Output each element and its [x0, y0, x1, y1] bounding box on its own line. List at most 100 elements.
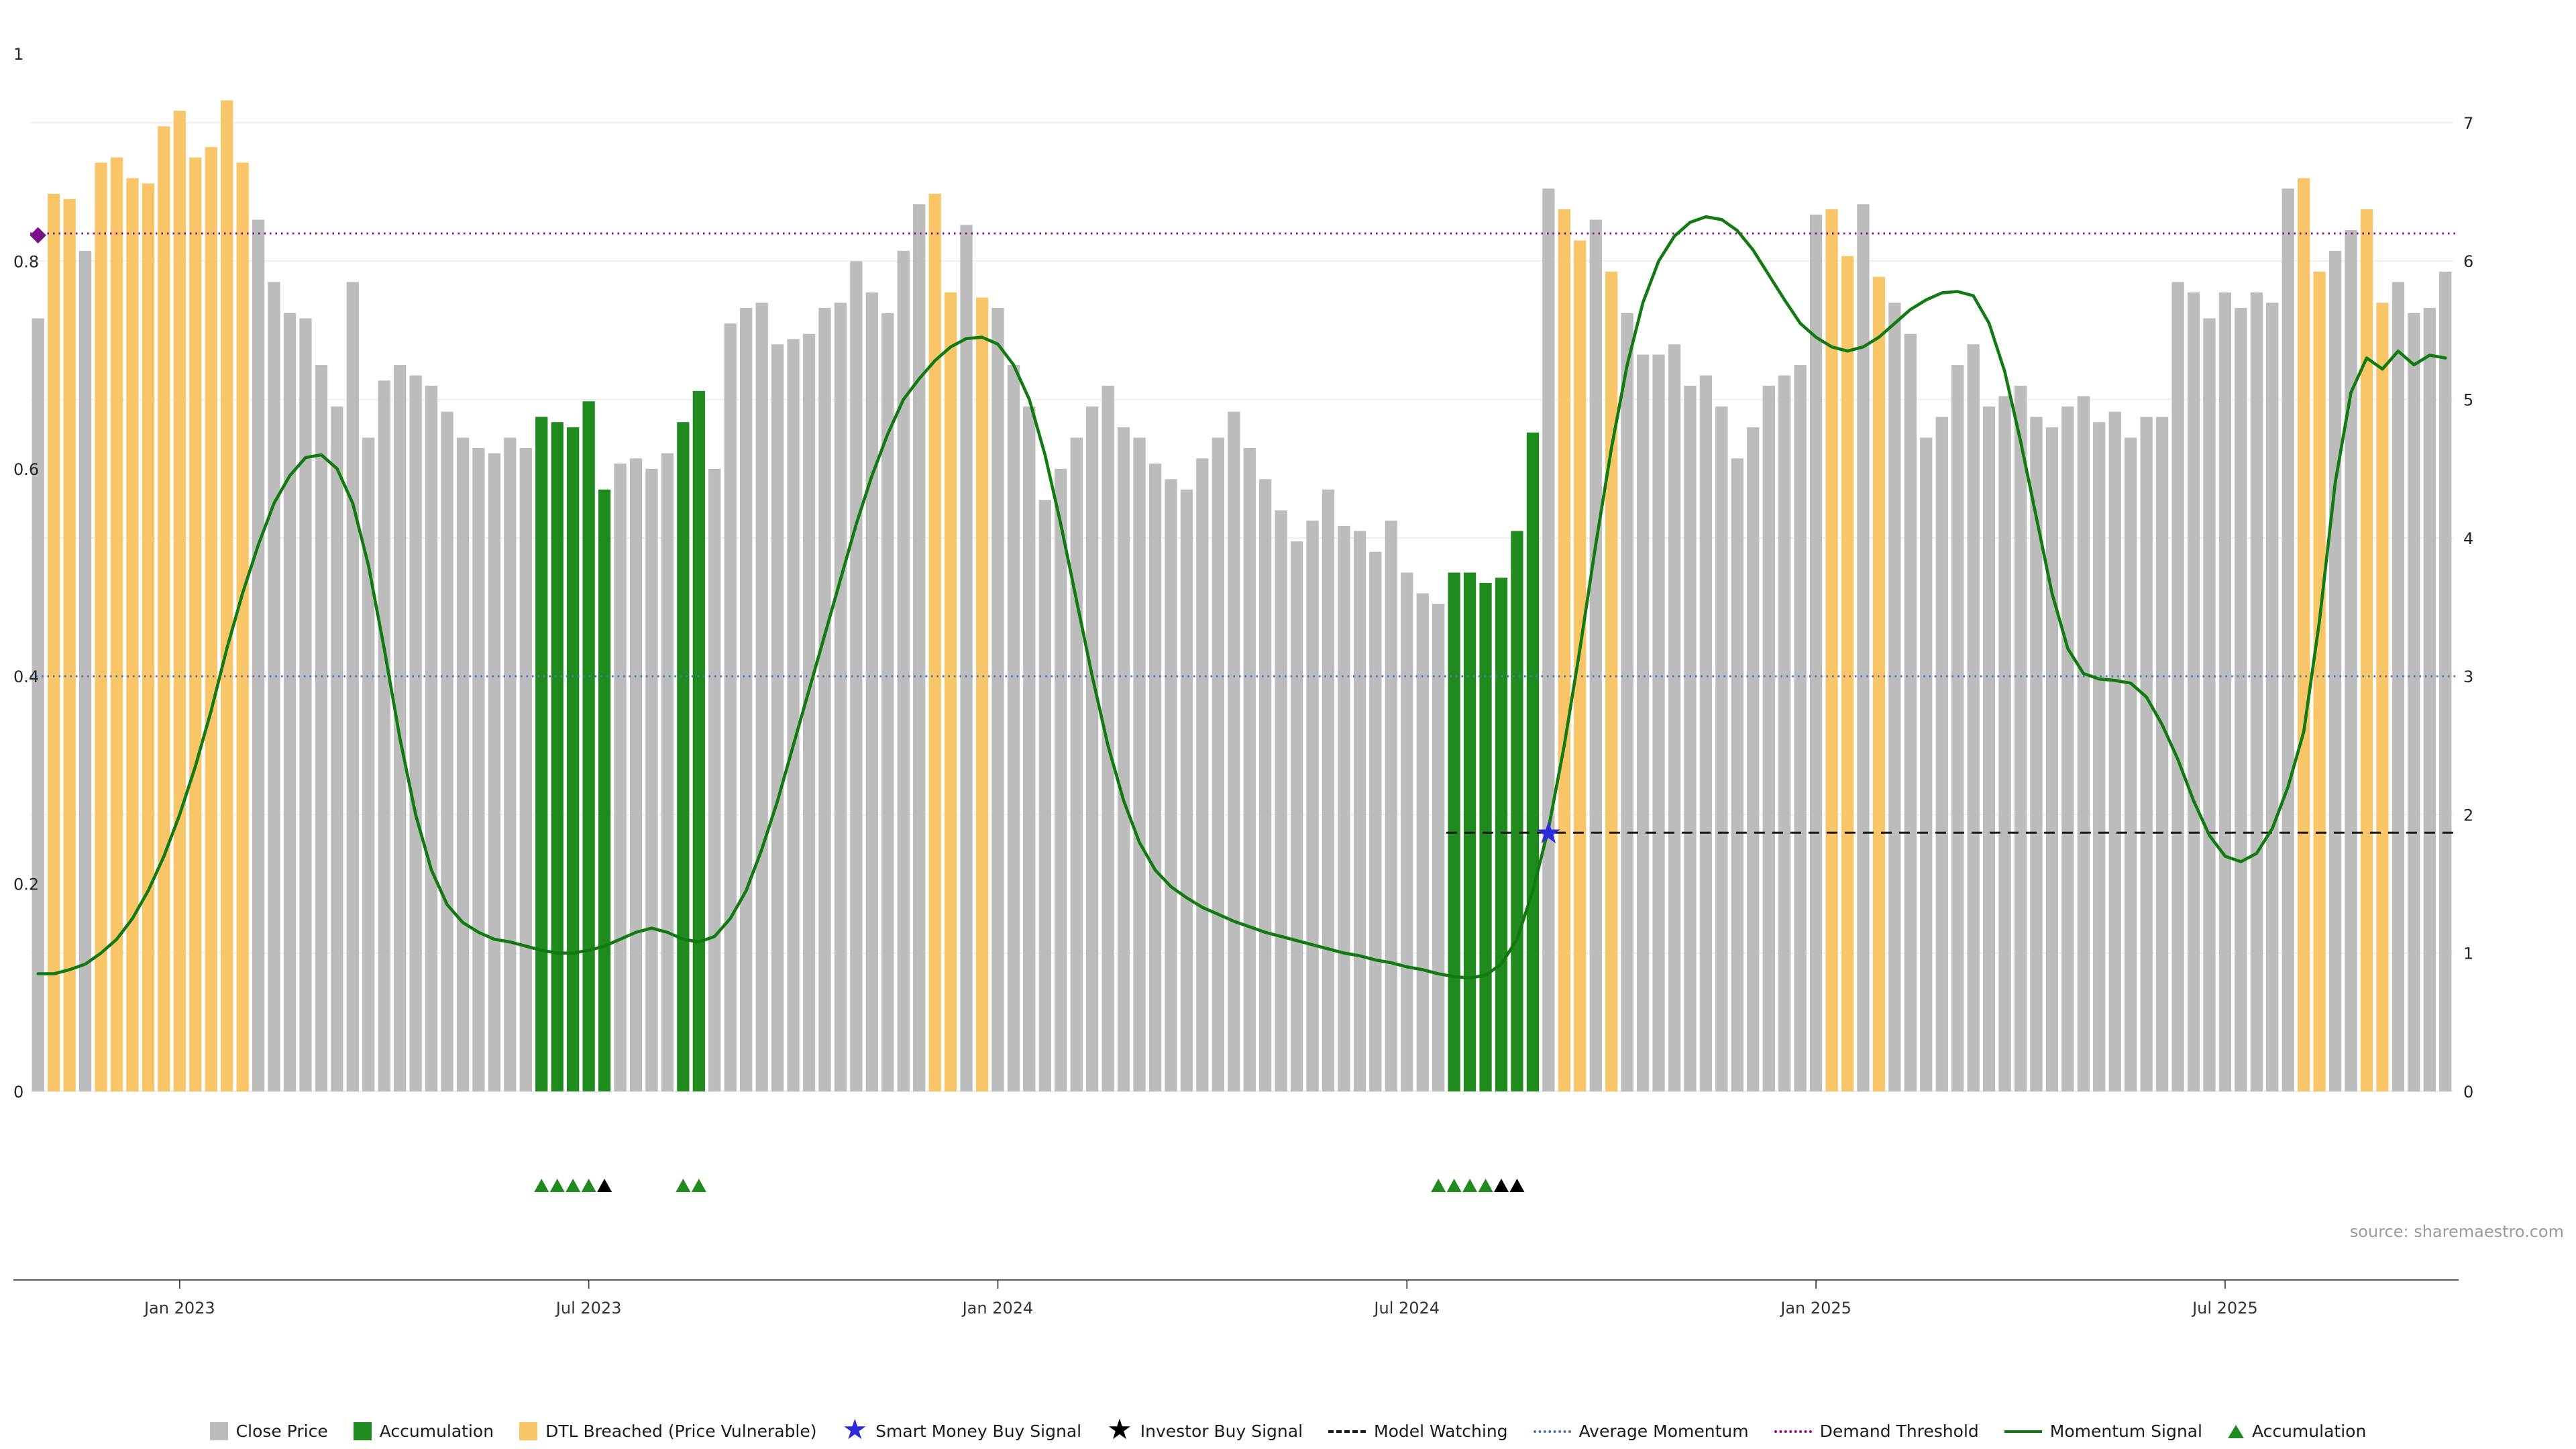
dtl-breached-bar [142, 183, 155, 1091]
left-axis-tick-label: 0.6 [13, 460, 39, 479]
right-axis-tick-label: 1 [2463, 945, 2473, 963]
close-price-bar [960, 225, 973, 1091]
dtl-breached-bar [126, 178, 139, 1092]
dtl-breached-bar [2360, 209, 2373, 1091]
close-price-bar [2423, 308, 2436, 1091]
close-price-bar [1007, 365, 1020, 1091]
close-price-bar [1684, 386, 1697, 1091]
close-price-bar [2140, 417, 2153, 1091]
legend-label: DTL Breached (Price Vulnerable) [545, 1421, 817, 1441]
close-price-bar [1794, 365, 1807, 1091]
accumulation-bar [535, 417, 548, 1091]
close-price-bar [378, 380, 390, 1091]
close-price-bar [1589, 219, 1602, 1091]
close-price-bar [456, 437, 470, 1091]
right-axis: 0 1 2 3 4 5 6 7 [2463, 114, 2473, 1102]
close-price-bar [2077, 396, 2090, 1091]
accumulation-triangle-marker [566, 1179, 581, 1192]
close-price-bar [1416, 593, 1429, 1091]
close-price-bar [78, 250, 92, 1091]
dtl-breached-bar [189, 157, 202, 1092]
close-price-bar [2061, 407, 2074, 1091]
demand-threshold-dots-icon [1774, 1430, 1812, 1433]
close-price-bar [865, 292, 878, 1091]
legend-label: Accumulation [2251, 1421, 2367, 1441]
legend-label: Accumulation [379, 1421, 494, 1441]
close-price-bar [1401, 572, 1413, 1091]
chart-legend: Close Price Accumulation DTL Breached (Pri… [0, 1413, 2576, 1446]
legend-label: Smart Money Buy Signal [875, 1421, 1082, 1441]
reference-lines [30, 232, 2457, 834]
close-price-bar [2171, 282, 2184, 1091]
legend-label: Average Momentum [1578, 1421, 1749, 1441]
close-price-bar [2439, 271, 2452, 1091]
close-price-bar [629, 458, 643, 1091]
legend-label: Close Price [235, 1421, 328, 1441]
legend-label: Investor Buy Signal [1140, 1421, 1303, 1441]
accumulation-triangle-marker [581, 1179, 596, 1192]
close-price-bar [1117, 427, 1130, 1091]
close-price-bar [708, 468, 721, 1091]
dtl-breached-bar [944, 292, 957, 1091]
smart-money-star-marker: ★ [1535, 814, 1562, 851]
close-price-bar [2187, 292, 2200, 1091]
investor-star-icon: ★ [1107, 1413, 1132, 1446]
close-price-bar [409, 375, 422, 1091]
close-price-bar [1322, 489, 1335, 1091]
close-price-bar [1023, 407, 1036, 1091]
close-price-bar [283, 313, 297, 1092]
close-price-bar [1778, 375, 1791, 1091]
accumulation-bar [598, 489, 611, 1091]
close-price-bar [2125, 437, 2137, 1091]
x-axis-tick-label: Jan 2024 [961, 1299, 1034, 1318]
dtl-breached-swatch-icon [519, 1422, 538, 1440]
close-price-bar [519, 447, 532, 1091]
left-axis-tick-label: 0.4 [13, 667, 39, 686]
dtl-breached-bar [173, 111, 186, 1092]
legend-item: ★ Smart Money Buy Signal [843, 1415, 1082, 1444]
x-axis-tick-label: Jul 2023 [555, 1299, 622, 1318]
close-price-bar [488, 453, 501, 1091]
close-price-bar [614, 464, 627, 1091]
close-price-bar [1259, 479, 1272, 1091]
close-price-bar [1652, 354, 1665, 1091]
close-price-bar [1731, 458, 1743, 1091]
close-price-bar [2108, 411, 2121, 1091]
close-price-bar [425, 386, 438, 1091]
close-price-bar [362, 437, 375, 1091]
close-price-bar [1275, 510, 1287, 1091]
price-bars [32, 100, 2452, 1092]
close-price-bar [1432, 603, 1445, 1091]
right-axis-tick-label: 6 [2463, 252, 2473, 271]
accumulation-bar [1526, 432, 1540, 1091]
close-price-bar [2392, 282, 2405, 1091]
close-price-bar [2345, 230, 2357, 1091]
close-price-bar [1621, 313, 1633, 1092]
dtl-breached-bar [110, 157, 123, 1092]
close-price-bar [1699, 375, 1713, 1091]
dtl-breached-bar [1872, 276, 1886, 1092]
dtl-breached-bar [63, 199, 76, 1092]
close-price-bar [787, 339, 800, 1091]
close-price-bar [2250, 292, 2263, 1091]
close-price-bar [1196, 458, 1209, 1091]
dtl-breached-bar [48, 193, 60, 1091]
close-price-bar [1888, 303, 1901, 1091]
dtl-breached-bar [2376, 303, 2389, 1091]
close-price-bar [881, 313, 894, 1092]
close-price-bar [2235, 308, 2247, 1091]
accumulation-triangle-marker [549, 1179, 565, 1192]
close-price-bar [2328, 250, 2342, 1091]
close-price-bar [346, 282, 359, 1091]
accumulation-triangle-marker [1478, 1179, 1493, 1192]
close-price-bar [1385, 521, 1397, 1091]
legend-item: ★ Investor Buy Signal [1107, 1413, 1303, 1446]
close-price-bar [755, 303, 768, 1091]
close-price-bar [897, 250, 910, 1091]
right-axis-tick-label: 7 [2463, 114, 2473, 133]
legend-item: Demand Threshold [1774, 1421, 1979, 1441]
close-price-bar [1055, 468, 1067, 1091]
legend-label: Model Watching [1374, 1421, 1508, 1441]
accumulation-triangle-marker [1431, 1179, 1446, 1192]
